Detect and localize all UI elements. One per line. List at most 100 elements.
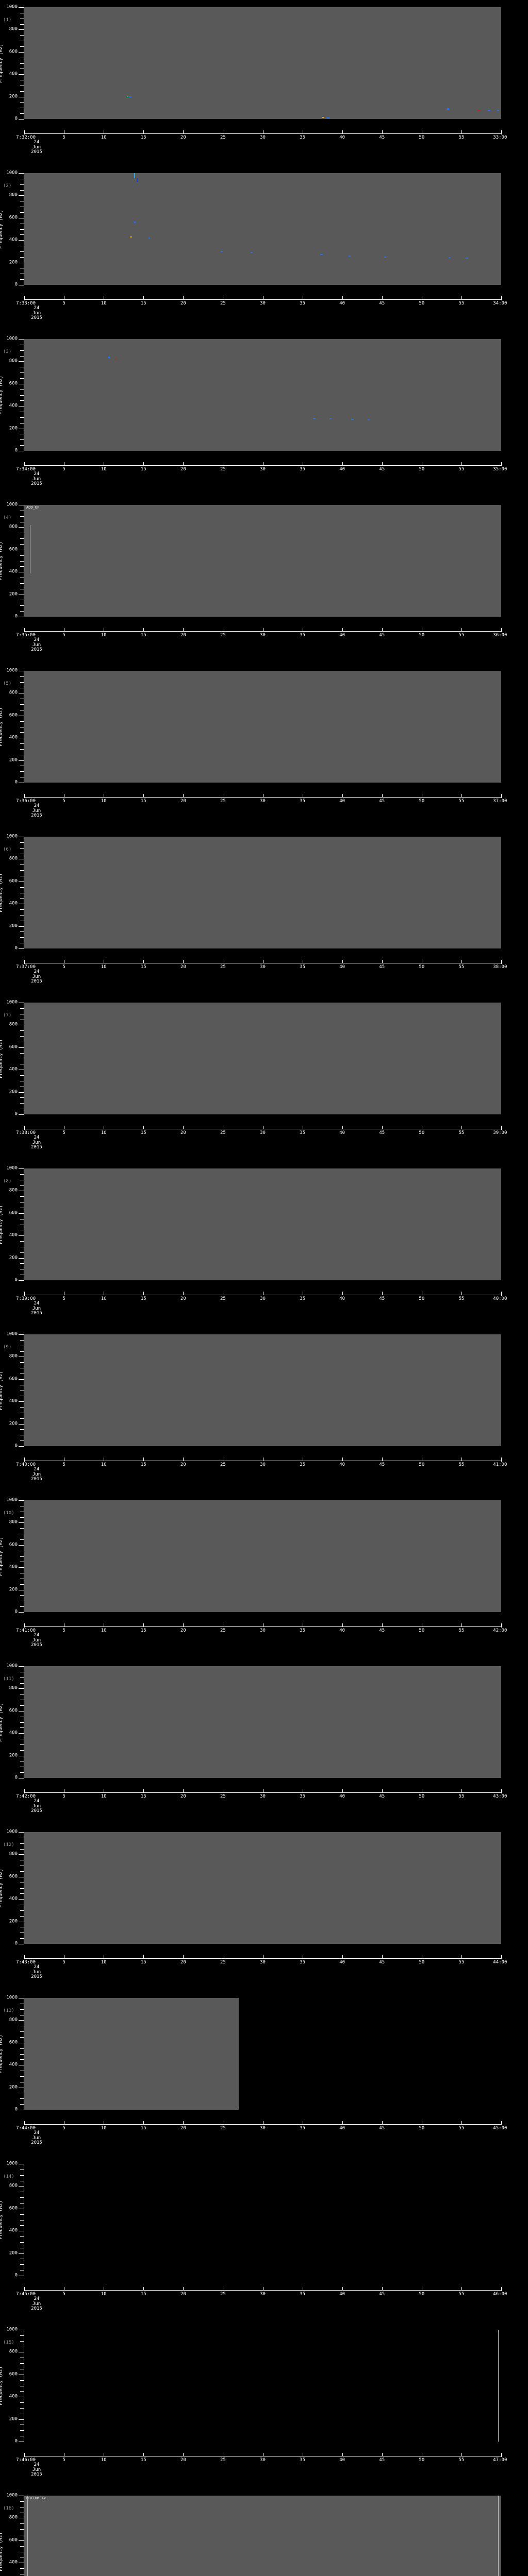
x-tick-label-minor: 55 xyxy=(458,1628,465,1633)
x-tick-label-minor: 45 xyxy=(379,1960,385,1965)
x-tick-label-minor: 50 xyxy=(419,1794,425,1799)
y-tick-minor xyxy=(20,1075,24,1076)
x-tick-label-minor: 40 xyxy=(339,1960,345,1965)
x-tick-label-minor: 30 xyxy=(260,2458,266,2463)
x-axis-date-label: 24 Jun 2015 xyxy=(31,1301,42,1316)
spectrogram-panel: 1000 800 600 400 200 0 Frequency (Hz) (5) 7:36:0… xyxy=(0,664,528,829)
y-tick-label: 200 xyxy=(9,426,18,431)
x-tick-minor xyxy=(461,960,462,963)
detection-marker xyxy=(137,178,139,182)
x-tick-minor xyxy=(342,1126,343,1129)
y-tick-minor xyxy=(20,389,24,390)
y-tick-minor xyxy=(20,279,24,280)
x-axis-date-label: 24 Jun 2015 xyxy=(31,2296,42,2312)
x-axis-date-line: Jun xyxy=(32,642,41,648)
y-tick-label: 200 xyxy=(9,2084,18,2090)
x-axis-date-label: 24 Jun 2015 xyxy=(31,1633,42,1648)
x-tick-label-minor: 35 xyxy=(300,799,305,804)
panel-index-label: (3) xyxy=(3,349,12,354)
y-tick-major xyxy=(19,1567,24,1568)
y-tick-minor xyxy=(20,439,24,440)
y-tick-major xyxy=(19,1854,24,1855)
x-tick-label-start: 7:45:00 xyxy=(16,2292,36,2297)
y-tick-label: 0 xyxy=(14,2107,18,2112)
x-tick-label-minor: 35 xyxy=(300,1960,305,1965)
x-tick-label-minor: 30 xyxy=(260,799,266,804)
x-tick-minor xyxy=(183,1955,184,1959)
y-tick-minor xyxy=(20,682,24,683)
x-tick-start xyxy=(24,1458,25,1462)
y-axis-title: Frequency (Hz) xyxy=(0,1703,4,1742)
x-tick-minor xyxy=(143,1623,144,1627)
x-tick-label-minor: 40 xyxy=(339,2126,345,2131)
y-tick-minor xyxy=(20,2501,24,2502)
detection-marker xyxy=(498,2496,499,2576)
y-tick-minor xyxy=(20,2202,24,2204)
x-axis-date-line: 2015 xyxy=(31,1808,42,1814)
x-tick-minor xyxy=(461,1292,462,1295)
panel-index-label: (8) xyxy=(3,1179,12,1184)
y-axis-title: Frequency (Hz) xyxy=(0,1205,4,1244)
y-tick-minor xyxy=(20,1185,24,1186)
x-tick-end xyxy=(501,2287,502,2291)
x-axis-date-line: 24 xyxy=(34,1799,40,1804)
y-tick-label: 600 xyxy=(9,2040,18,2045)
x-tick-minor xyxy=(342,1789,343,1793)
x-tick-label-minor: 15 xyxy=(140,1462,146,1467)
x-axis-date-line: Jun xyxy=(32,1306,41,1311)
x-tick-minor xyxy=(143,2453,144,2456)
plot-area: ADD_UP xyxy=(24,505,501,617)
y-tick-minor xyxy=(20,2214,24,2215)
x-tick-label-minor: 35 xyxy=(300,1628,305,1633)
y-tick-minor xyxy=(20,516,24,517)
x-tick-minor xyxy=(183,794,184,798)
detection-marker xyxy=(368,419,370,420)
x-tick-label-minor: 10 xyxy=(101,2458,107,2463)
y-tick-label: 600 xyxy=(9,2371,18,2377)
x-tick-label-minor: 25 xyxy=(220,1296,226,1301)
plot-area xyxy=(24,173,501,285)
x-axis-date-label: 24 Jun 2015 xyxy=(31,1964,42,1980)
y-tick-label: 200 xyxy=(9,1089,18,1095)
x-tick-label-minor: 15 xyxy=(140,2292,146,2297)
x-tick-minor xyxy=(382,1789,383,1793)
y-tick-major xyxy=(19,1899,24,1900)
spectrogram-panel: 1000 800 600 400 200 0 Frequency (Hz) (7) 7:38:0… xyxy=(0,995,528,1161)
x-tick-label-minor: 25 xyxy=(220,1130,226,1136)
y-tick-minor xyxy=(20,2037,24,2038)
detection-marker xyxy=(488,109,491,111)
x-tick-minor xyxy=(382,1458,383,1461)
y-tick-minor xyxy=(20,395,24,396)
x-axis-date-line: Jun xyxy=(32,974,41,979)
x-axis-date-line: 2015 xyxy=(31,2472,42,2477)
x-axis-date-line: 24 xyxy=(34,969,40,974)
x-tick-minor xyxy=(382,296,383,300)
y-axis-title: Frequency (Hz) xyxy=(0,210,4,249)
x-tick-minor xyxy=(461,1458,462,1461)
y-tick-label: 200 xyxy=(9,1919,18,1924)
x-tick-label-minor: 10 xyxy=(101,1628,107,1633)
y-tick-major xyxy=(19,339,24,340)
x-tick-minor xyxy=(382,2453,383,2456)
x-tick-label-minor: 30 xyxy=(260,1296,266,1301)
x-axis-date-line: 24 xyxy=(34,306,40,311)
x-tick-label-minor: 55 xyxy=(458,1296,465,1301)
y-tick-minor xyxy=(20,1429,24,1430)
x-tick-minor xyxy=(183,628,184,632)
y-tick-minor xyxy=(20,2242,24,2243)
x-tick-label-minor: 10 xyxy=(101,2292,107,2297)
panel-index-label: (9) xyxy=(3,1345,12,1350)
y-tick-minor xyxy=(20,931,24,933)
x-tick-label-minor: 35 xyxy=(300,2292,305,2297)
x-tick-label-minor: 45 xyxy=(379,1462,385,1467)
y-tick-minor xyxy=(20,212,24,213)
x-tick-label-minor: 30 xyxy=(260,633,266,638)
y-tick-major xyxy=(19,1446,24,1447)
y-tick-label: 600 xyxy=(9,1376,18,1382)
x-axis-date-line: 24 xyxy=(34,2130,40,2136)
x-tick-label-minor: 5 xyxy=(62,1960,65,1965)
y-tick-label: 1000 xyxy=(6,1165,18,1171)
spectrogram-panel: 1000 800 600 400 200 0 Frequency (Hz) (15) 7:46:… xyxy=(0,2323,528,2488)
y-tick-major xyxy=(19,74,24,75)
x-tick-label-minor: 5 xyxy=(62,633,65,638)
